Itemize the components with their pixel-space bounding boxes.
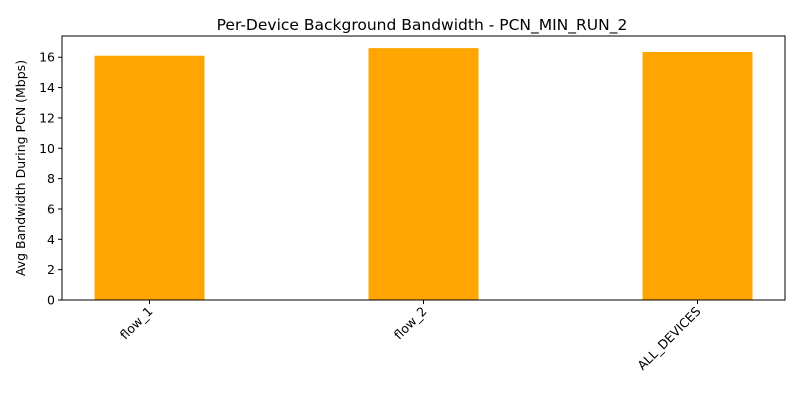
- x-axis: flow_1 flow_2 ALL_DEVICES: [117, 300, 704, 373]
- x-tick-label: ALL_DEVICES: [634, 303, 703, 372]
- y-axis-label: Avg Bandwidth During PCN (Mbps): [13, 60, 28, 276]
- y-tick-label: 4: [47, 232, 55, 247]
- y-tick-label: 12: [39, 110, 55, 125]
- y-tick-label: 8: [47, 171, 55, 186]
- y-tick-label: 16: [39, 50, 55, 65]
- chart-title: Per-Device Background Bandwidth - PCN_MI…: [217, 16, 628, 35]
- x-tick-label: flow_1: [117, 304, 156, 343]
- bars-group: [94, 48, 753, 301]
- y-tick-label: 0: [47, 293, 55, 308]
- bar-all-devices: [642, 51, 753, 301]
- y-tick-label: 2: [47, 262, 55, 277]
- plot-frame: [61, 35, 786, 301]
- y-tick-label: 6: [47, 201, 55, 216]
- x-tick-label: flow_2: [391, 304, 430, 343]
- bar-flow-1: [94, 55, 205, 300]
- y-axis: 0 2 4 6 8 10 12 14 16: [39, 50, 62, 308]
- y-tick-label: 14: [39, 80, 55, 95]
- y-tick-label: 10: [39, 141, 55, 156]
- bar-flow-2: [368, 48, 479, 300]
